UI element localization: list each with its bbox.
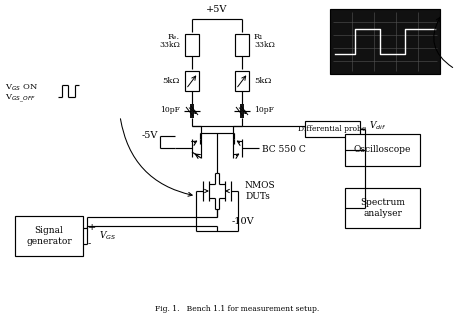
Bar — [185, 71, 199, 91]
Text: Fig. 1.   Bench 1.1 for measurement setup.: Fig. 1. Bench 1.1 for measurement setup. — [155, 305, 319, 313]
Text: 10pF: 10pF — [160, 106, 180, 114]
Text: V$_{GS}$: V$_{GS}$ — [99, 230, 116, 242]
Text: Spectrum
analyser: Spectrum analyser — [360, 198, 405, 218]
Text: 5kΩ: 5kΩ — [163, 77, 180, 85]
Text: R₁: R₁ — [254, 33, 264, 41]
Bar — [235, 34, 249, 56]
Text: V$_{GS}$ ON: V$_{GS}$ ON — [5, 83, 38, 93]
Text: 10pF: 10pF — [254, 106, 274, 114]
Text: BC 550 C: BC 550 C — [262, 145, 306, 154]
Bar — [305, 121, 360, 137]
Text: Rₑ.: Rₑ. — [168, 33, 180, 41]
Text: Oscilloscope: Oscilloscope — [354, 145, 411, 154]
Text: V$_{dif}$: V$_{dif}$ — [369, 120, 387, 132]
Text: -5V: -5V — [142, 132, 158, 141]
Bar — [235, 71, 249, 91]
Text: -10V: -10V — [232, 216, 255, 225]
Text: -: - — [88, 239, 91, 248]
Text: 33kΩ: 33kΩ — [159, 41, 180, 49]
Text: Differential probe: Differential probe — [298, 125, 367, 133]
Text: V$_{GS\_OFF}$: V$_{GS\_OFF}$ — [5, 93, 36, 105]
Bar — [330, 9, 440, 74]
Text: 33kΩ: 33kΩ — [254, 41, 275, 49]
Bar — [345, 188, 420, 228]
Bar — [345, 134, 420, 166]
Text: 5kΩ: 5kΩ — [254, 77, 272, 85]
Text: Signal
generator: Signal generator — [26, 226, 72, 246]
Text: NMOS
DUTs: NMOS DUTs — [245, 181, 275, 201]
Text: +5V: +5V — [206, 4, 228, 13]
Text: +: + — [88, 223, 96, 232]
Bar — [185, 34, 199, 56]
Bar — [15, 216, 83, 256]
